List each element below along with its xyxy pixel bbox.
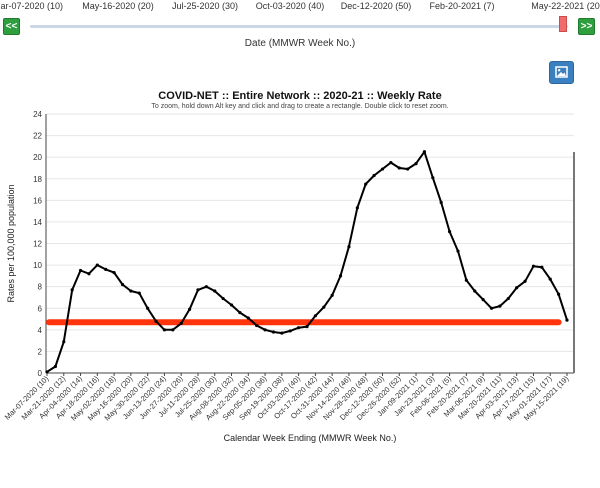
range-slider-labels: Mar-07-2020 (10) May-16-2020 (20) Jul-25-2…: [0, 1, 600, 15]
data-point: [78, 268, 83, 273]
data-point: [137, 291, 141, 295]
data-point: [45, 370, 49, 374]
image-icon: [555, 66, 568, 78]
data-point: [146, 306, 150, 310]
range-slider-handle[interactable]: [559, 16, 567, 32]
data-point: [515, 286, 519, 290]
y-tick-label: 10: [33, 261, 42, 270]
data-point: [288, 329, 292, 333]
data-point: [129, 289, 133, 293]
y-tick-label: 24: [33, 110, 42, 119]
data-point: [347, 245, 351, 249]
data-point: [271, 330, 276, 334]
data-point: [540, 265, 544, 269]
range-left-button[interactable]: <<: [3, 18, 20, 35]
y-tick-label: 8: [38, 283, 43, 292]
data-point: [229, 303, 234, 307]
data-point: [196, 288, 200, 292]
range-right-button[interactable]: >>: [578, 18, 595, 35]
data-point: [104, 267, 108, 271]
data-point: [87, 272, 91, 276]
data-point: [456, 249, 460, 253]
data-point: [481, 298, 485, 302]
y-tick-label: 6: [38, 304, 43, 313]
data-point: [280, 331, 284, 335]
data-point: [53, 364, 57, 369]
data-point: [313, 314, 317, 318]
y-tick-label: 22: [33, 132, 42, 141]
data-point: [447, 230, 452, 234]
data-point: [557, 292, 561, 296]
y-tick-label: 20: [33, 153, 42, 162]
y-tick-label: 2: [38, 347, 43, 356]
data-point: [213, 289, 217, 293]
range-slider-label: Dec-12-2020 (50): [340, 1, 412, 11]
range-slider-track[interactable]: [30, 25, 568, 28]
y-tick-label: 0: [38, 369, 43, 378]
data-point: [439, 200, 443, 205]
data-point: [523, 279, 527, 283]
range-slider-title: Date (MMWR Week No.): [244, 38, 356, 49]
data-point: [380, 167, 385, 171]
y-tick-label: 14: [33, 218, 42, 227]
data-point: [414, 162, 418, 166]
data-point: [322, 305, 326, 309]
data-point: [95, 263, 99, 267]
data-point: [506, 296, 510, 301]
y-tick-label: 4: [38, 326, 43, 335]
data-point: [297, 326, 301, 330]
data-point: [255, 323, 259, 328]
data-point: [548, 277, 552, 281]
y-tick-label: 16: [33, 196, 42, 205]
y-tick-label: 12: [33, 240, 42, 249]
x-axis-label: Calendar Week Ending (MMWR Week No.): [224, 433, 397, 443]
data-point: [238, 310, 242, 315]
chart-title: COVID-NET :: Entire Network :: 2020-21 :…: [158, 90, 442, 102]
data-point: [389, 160, 393, 165]
data-point: [120, 282, 125, 287]
data-point: [464, 278, 468, 282]
data-point: [338, 274, 343, 278]
data-point: [372, 173, 376, 178]
data-point: [70, 288, 74, 292]
data-point: [406, 167, 410, 171]
data-point: [221, 296, 225, 301]
data-point: [531, 264, 536, 268]
data-point: [364, 182, 368, 186]
data-point: [187, 307, 192, 311]
range-slider-label: Mar-07-2020 (10): [0, 1, 64, 11]
data-point: [62, 340, 66, 344]
chart-subtitle: To zoom, hold down Alt key and click and…: [151, 103, 449, 110]
data-point: [112, 271, 116, 275]
data-point: [473, 289, 477, 293]
data-point: [171, 328, 175, 332]
data-point: [305, 324, 309, 329]
range-slider-label: May-16-2020 (20): [82, 1, 154, 11]
data-point: [431, 176, 435, 180]
data-point: [355, 206, 359, 210]
data-point: [489, 306, 494, 310]
data-point: [263, 328, 267, 332]
data-point: [498, 304, 502, 308]
data-point: [397, 166, 401, 170]
y-tick-label: 18: [33, 175, 42, 184]
data-point: [204, 285, 208, 289]
data-point: [179, 321, 183, 325]
range-slider-label: May-22-2021 (20): [531, 1, 600, 11]
y-axis-label: Rates per 100,000 population: [6, 184, 16, 302]
range-slider-label: Oct-03-2020 (40): [255, 1, 325, 11]
export-image-button[interactable]: [549, 61, 574, 84]
data-point: [162, 328, 167, 332]
data-point: [154, 319, 158, 323]
data-point: [330, 293, 334, 297]
series-line: [46, 150, 568, 373]
data-point: [422, 150, 427, 154]
range-slider-label: Jul-25-2020 (30): [171, 1, 239, 11]
data-point: [246, 316, 250, 320]
data-point: [565, 318, 569, 322]
range-slider-label: Feb-20-2021 (7): [429, 1, 495, 11]
